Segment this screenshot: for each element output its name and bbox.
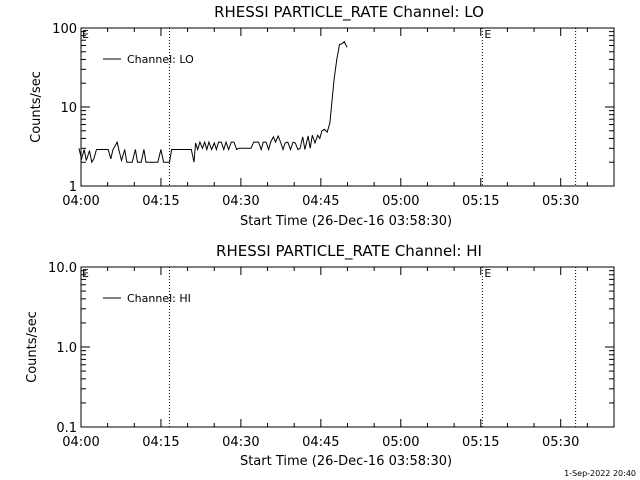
x-tick-label: 05:30 bbox=[542, 194, 579, 209]
x-tick-label: 04:30 bbox=[222, 435, 259, 450]
x-tick-label: 04:45 bbox=[302, 435, 339, 450]
plot-frame-hi bbox=[80, 266, 615, 428]
y-tick-label: 10.0 bbox=[48, 261, 77, 276]
x-tick-label: 05:15 bbox=[462, 194, 499, 209]
x-axis-label-lo: Start Time (26-Dec-16 03:58:30) bbox=[240, 214, 452, 229]
y-tick-label: 1 bbox=[69, 180, 77, 195]
y-tick-label: 1.0 bbox=[56, 341, 77, 356]
legend-lo: Channel: LO bbox=[103, 53, 194, 66]
x-tick-label: 04:15 bbox=[142, 435, 179, 450]
event-markers-lo: E bbox=[168, 28, 577, 186]
x-tick-label: 05:15 bbox=[462, 435, 499, 450]
legend-label-hi: Channel: HI bbox=[127, 292, 191, 305]
x-tick-label: 04:00 bbox=[62, 194, 99, 209]
x-tick-label: 04:30 bbox=[222, 194, 259, 209]
plot-frame-lo bbox=[80, 27, 615, 187]
y-axis-label-hi: Counts/sec bbox=[25, 311, 40, 383]
panel-channel-lo: RHESSI PARTICLE_RATE Channel: LO 04:00 04… bbox=[29, 3, 615, 229]
y-axis-ticks-hi: 0.1 1.0 10.0 bbox=[48, 261, 614, 436]
chart-title-lo: RHESSI PARTICLE_RATE Channel: LO bbox=[214, 3, 484, 22]
x-axis-label-hi: Start Time (26-Dec-16 03:58:30) bbox=[240, 454, 452, 469]
x-axis-ticks-lo: 04:00 04:15 04:30 04:45 05:00 05:15 05:30 bbox=[62, 28, 615, 209]
legend-label-lo: Channel: LO bbox=[127, 53, 194, 66]
y-tick-label: 10 bbox=[60, 101, 77, 116]
y-tick-label: 100 bbox=[52, 22, 77, 37]
event-markers-hi: E bbox=[168, 267, 577, 427]
x-tick-label: 04:15 bbox=[142, 194, 179, 209]
y-axis-ticks-lo: 1 10 100 bbox=[52, 22, 614, 195]
event-marker-label: E bbox=[484, 267, 491, 280]
y-axis-label-lo: Counts/sec bbox=[29, 71, 44, 143]
x-tick-label: 05:30 bbox=[542, 435, 579, 450]
series-channel-lo bbox=[78, 40, 348, 164]
timestamp-footer: 1-Sep-2022 20:40 bbox=[564, 469, 636, 478]
x-tick-label: 05:00 bbox=[382, 435, 419, 450]
chart-title-hi: RHESSI PARTICLE_RATE Channel: HI bbox=[216, 242, 482, 261]
panel-channel-hi: RHESSI PARTICLE_RATE Channel: HI 04:00 04… bbox=[25, 242, 615, 469]
event-marker-label: E bbox=[484, 28, 491, 41]
x-tick-label: 05:00 bbox=[382, 194, 419, 209]
x-tick-label: 04:45 bbox=[302, 194, 339, 209]
y-tick-label: 0.1 bbox=[56, 421, 77, 436]
legend-hi: Channel: HI bbox=[103, 292, 191, 305]
series-line bbox=[78, 40, 348, 164]
x-axis-ticks-hi: 04:00 04:15 04:30 04:45 05:00 05:15 05:30 bbox=[62, 267, 615, 450]
corner-flag-lo: E bbox=[82, 28, 89, 41]
corner-flag-hi: E bbox=[82, 267, 89, 280]
x-tick-label: 04:00 bbox=[62, 435, 99, 450]
